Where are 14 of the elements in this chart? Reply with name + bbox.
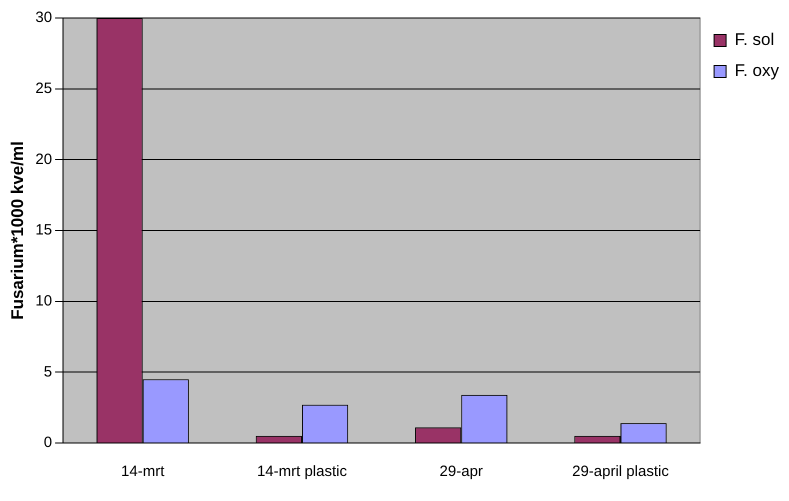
y-tick-label: 0 [44, 434, 52, 452]
legend-label: F. sol [734, 30, 774, 50]
x-tick-label: 14-mrt [121, 463, 166, 480]
y-tick-label: 15 [35, 222, 52, 239]
x-tick-label: 14-mrt plastic [256, 463, 348, 480]
y-tick-label: 25 [35, 80, 52, 97]
y-tick-label: 10 [35, 292, 52, 310]
legend-label: F. oxy [734, 61, 780, 80]
x-tick-label: 29-apr [440, 463, 483, 480]
y-tick-label: 30 [35, 9, 52, 26]
x-tick-label: 29-april plastic [572, 463, 670, 480]
y-tick-label: 5 [44, 363, 52, 380]
y-tick-label: 20 [35, 150, 52, 168]
y-axis-title: Fusarium*1000 kve/ml [8, 141, 27, 320]
